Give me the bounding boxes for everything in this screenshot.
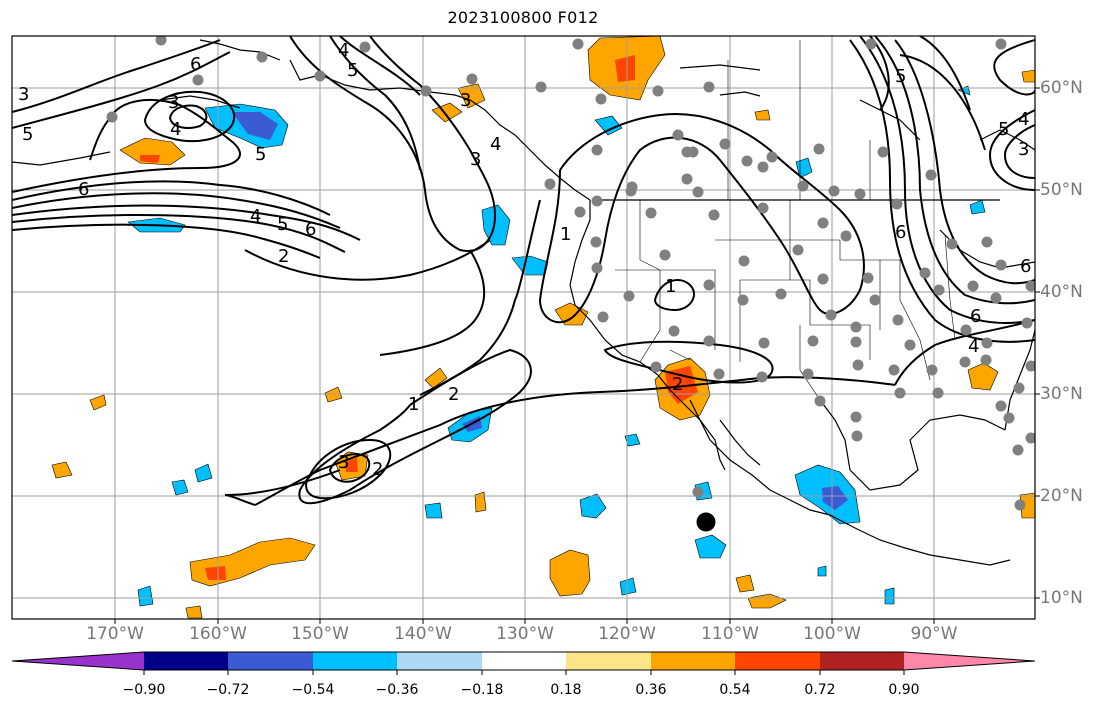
lon-label: 150°W: [291, 624, 349, 644]
lon-label: 120°W: [598, 624, 656, 644]
svg-text:6: 6: [190, 54, 201, 75]
lon-label: 90°W: [910, 624, 958, 644]
colorbar-tick-label: 0.18: [550, 682, 582, 698]
colorbar-tick-label: 0.90: [888, 682, 920, 698]
lat-label: 20°N: [1040, 486, 1083, 506]
colorbar-tick-label: −0.54: [291, 682, 335, 698]
colorbar-segment: [397, 652, 482, 670]
colorbar-segment: [566, 652, 651, 670]
svg-text:1: 1: [408, 394, 419, 415]
svg-text:5: 5: [895, 66, 906, 87]
svg-text:4: 4: [338, 40, 349, 61]
svg-text:5: 5: [998, 119, 1009, 140]
svg-text:1: 1: [665, 276, 676, 297]
colorbar-segment: [820, 652, 904, 670]
station-markers: [106, 36, 1035, 511]
colorbar-segment: [651, 652, 735, 670]
svg-text:5: 5: [347, 60, 358, 81]
svg-text:3: 3: [470, 149, 481, 170]
colorbar-tick-label: −0.90: [122, 682, 166, 698]
colorbar-segment: [313, 652, 397, 670]
svg-text:3: 3: [460, 90, 471, 111]
colorbar-extend-high: [904, 652, 1035, 670]
colorbar-segment: [735, 652, 820, 670]
svg-text:5: 5: [22, 124, 33, 145]
colorbar-tick-label: −0.36: [375, 682, 419, 698]
svg-text:6: 6: [895, 222, 906, 243]
svg-text:2: 2: [672, 374, 683, 395]
map-frame: [11, 35, 1036, 620]
svg-text:3: 3: [1018, 139, 1029, 160]
colorbar-tick-label: 0.36: [635, 682, 667, 698]
lon-label: 100°W: [803, 624, 861, 644]
colorbar-segment: [228, 652, 313, 670]
lat-label: 30°N: [1040, 384, 1083, 404]
svg-text:2: 2: [278, 246, 289, 267]
colorbar-tick-label: 0.54: [719, 682, 751, 698]
colorbar-tick-label: −0.72: [206, 682, 250, 698]
svg-text:6: 6: [970, 306, 981, 327]
graticule-grid: [12, 36, 1035, 619]
colorbar-extend-low: [12, 652, 144, 670]
svg-text:4: 4: [1018, 109, 1029, 130]
svg-text:3: 3: [18, 84, 29, 105]
svg-text:6: 6: [1020, 256, 1031, 277]
anomaly-fill-patches: [51, 36, 1035, 619]
svg-text:3: 3: [338, 452, 349, 473]
colorbar-segment: [482, 652, 566, 670]
svg-text:4: 4: [250, 206, 261, 227]
svg-text:2: 2: [448, 384, 459, 405]
svg-text:2: 2: [372, 459, 383, 480]
storm-center-marker: [696, 512, 716, 532]
lon-label: 170°W: [86, 624, 144, 644]
svg-text:6: 6: [78, 179, 89, 200]
svg-text:4: 4: [490, 134, 501, 155]
svg-text:4: 4: [170, 119, 181, 140]
svg-text:1: 1: [560, 224, 571, 245]
colorbar-segment: [144, 652, 228, 670]
lat-label: 50°N: [1040, 180, 1083, 200]
svg-text:6: 6: [305, 219, 316, 240]
lat-label: 10°N: [1040, 588, 1083, 608]
colorbar-tick-label: 0.72: [804, 682, 836, 698]
svg-text:3: 3: [168, 92, 179, 113]
colorbar: [11, 651, 1036, 675]
svg-text:4: 4: [968, 336, 979, 357]
axis-ticks: [114, 87, 1040, 624]
lon-label: 110°W: [701, 624, 759, 644]
contour-lines: [12, 36, 1035, 506]
contour-labels: 3 5 6 3 4 5 6 4 5 6 2 4 5 3 3 4 1 1 2 1 …: [18, 40, 1031, 480]
lon-label: 130°W: [496, 624, 554, 644]
plot-title: 2023100800 F012: [447, 8, 599, 27]
lat-label: 40°N: [1040, 282, 1083, 302]
svg-text:5: 5: [255, 144, 266, 165]
lat-label: 60°N: [1040, 78, 1083, 98]
lon-label: 140°W: [394, 624, 452, 644]
colorbar-tick-label: −0.18: [460, 682, 504, 698]
lon-label: 160°W: [189, 624, 247, 644]
svg-text:5: 5: [277, 214, 288, 235]
political-boundaries: [615, 40, 956, 401]
